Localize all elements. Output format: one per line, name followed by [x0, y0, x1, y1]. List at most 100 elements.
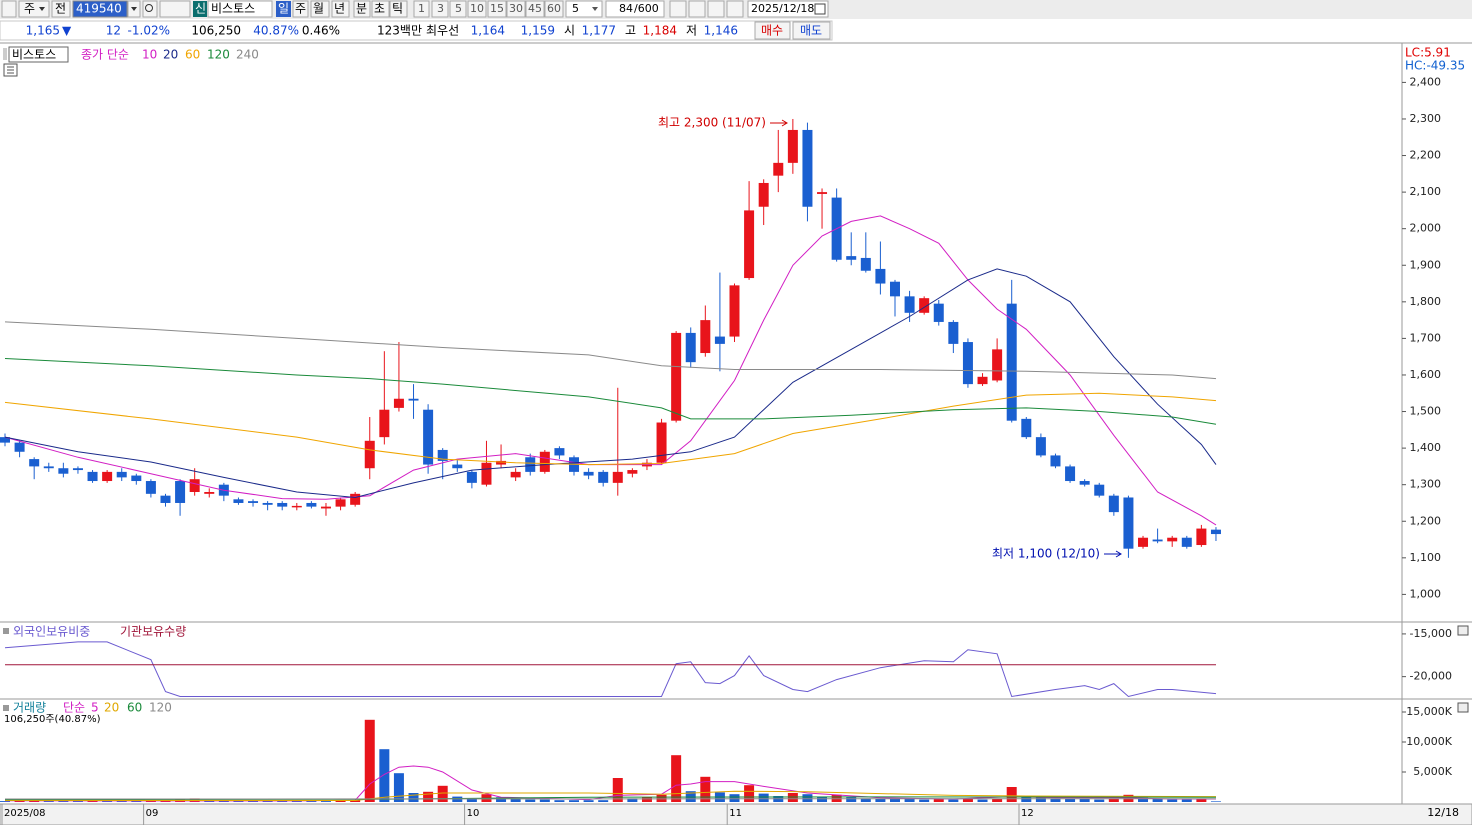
candle-body	[933, 303, 944, 322]
period-label[interactable]: 년	[334, 2, 345, 16]
panel-button[interactable]	[1457, 625, 1469, 636]
legend-label: 240	[236, 48, 259, 62]
stock-legend-box[interactable]	[8, 46, 69, 63]
volume-bar	[948, 799, 959, 802]
volume-bar	[1065, 799, 1076, 802]
period-tick[interactable]	[389, 0, 408, 18]
candle-body	[1006, 303, 1017, 421]
volume-bar	[598, 800, 609, 802]
candle-body	[452, 464, 463, 469]
volume-bar	[744, 785, 755, 802]
save-button[interactable]	[707, 0, 725, 18]
interval-button[interactable]	[487, 0, 507, 18]
market-select[interactable]	[18, 0, 50, 18]
volume-bar	[306, 801, 317, 802]
buy-button[interactable]	[754, 21, 791, 40]
period-year[interactable]	[331, 0, 350, 18]
volume-bar	[131, 801, 142, 802]
volume-bar	[1094, 799, 1105, 802]
interval-label[interactable]: 30	[509, 2, 523, 15]
volume-bar	[919, 799, 930, 802]
sound-button[interactable]	[159, 0, 191, 18]
volume-bar	[1006, 787, 1017, 802]
candle-body	[860, 257, 871, 271]
volume-bar	[1138, 797, 1149, 802]
candle-body	[525, 457, 536, 472]
interval-label[interactable]: 5	[455, 2, 462, 15]
candle-body	[175, 481, 186, 503]
period-label[interactable]: 주	[295, 2, 306, 16]
candle-body	[1138, 537, 1149, 547]
buy-label[interactable]: 매수	[761, 24, 783, 38]
interval-label[interactable]: 3	[437, 2, 444, 15]
period-label[interactable]: 일	[278, 2, 289, 16]
series-line	[4, 392, 1217, 466]
candle-body	[1152, 539, 1163, 542]
y-tick-label: 1,100	[1410, 551, 1442, 564]
stock-legend[interactable]: 비스토스	[12, 48, 56, 62]
period-label[interactable]: 초	[374, 2, 385, 16]
interval-button[interactable]	[506, 0, 526, 18]
code-input[interactable]	[72, 0, 128, 18]
interval-button[interactable]	[544, 0, 564, 18]
interval-label[interactable]: 10	[470, 2, 484, 15]
period-label[interactable]: 틱	[392, 2, 403, 16]
prev-label[interactable]: 전	[55, 2, 66, 16]
candle-body	[1210, 529, 1221, 535]
period-label[interactable]: 분	[356, 2, 367, 16]
volume-bar	[320, 801, 331, 802]
legend-label: 5	[91, 701, 99, 715]
tool-button[interactable]	[669, 0, 687, 18]
search-button[interactable]	[142, 0, 158, 18]
sell-label[interactable]: 매도	[800, 24, 822, 38]
period-day[interactable]	[276, 1, 291, 17]
interval-button[interactable]	[525, 0, 545, 18]
interval-input[interactable]	[565, 0, 603, 18]
menu-icon[interactable]	[1, 0, 17, 18]
period-week[interactable]	[292, 0, 309, 18]
interval-button[interactable]	[467, 0, 487, 18]
prev-button[interactable]	[51, 0, 71, 18]
interval-button[interactable]	[431, 0, 449, 18]
interval-label[interactable]: 15	[490, 2, 504, 15]
candle-body	[817, 192, 828, 194]
period-second[interactable]	[371, 0, 390, 18]
period-label[interactable]: 월	[313, 2, 324, 16]
annotation-arrow	[1104, 550, 1122, 558]
dropdown-arrow	[592, 7, 598, 11]
candle-body	[1065, 466, 1076, 482]
period-minute[interactable]	[353, 0, 371, 18]
tool-button[interactable]	[688, 0, 706, 18]
candle-body	[758, 182, 769, 207]
period-month[interactable]	[310, 0, 330, 18]
date-input[interactable]	[747, 0, 829, 18]
interval-value[interactable]: 5	[572, 2, 579, 15]
volume-bar	[335, 800, 346, 802]
best-quote-label: 최우선	[426, 24, 459, 38]
interval-label[interactable]: 1	[418, 2, 425, 15]
trade-amount: 123백만	[377, 24, 422, 38]
interval-button[interactable]	[449, 0, 467, 18]
volume-bar	[539, 799, 550, 802]
volume-bar	[102, 801, 113, 802]
panel-button[interactable]	[1457, 702, 1469, 713]
tool-button[interactable]	[726, 0, 744, 18]
date-value[interactable]: 2025/12/18	[751, 2, 814, 15]
candle-body	[496, 460, 507, 465]
interval-label[interactable]: 45	[528, 2, 542, 15]
volume-bar	[627, 798, 638, 802]
high-price: 1,184	[643, 24, 677, 38]
series-line	[4, 358, 1217, 425]
sell-button[interactable]	[792, 21, 831, 40]
interval-button[interactable]	[413, 0, 430, 18]
volume-bar	[787, 793, 798, 802]
y-tick-label: 1,500	[1410, 405, 1442, 418]
volume-bar	[1152, 799, 1163, 802]
stock-code[interactable]: 419540	[76, 2, 122, 16]
candle-body	[466, 471, 477, 483]
market-label[interactable]: 주	[24, 2, 35, 16]
series-line	[4, 215, 1217, 526]
volume-bar	[393, 773, 404, 802]
interval-label[interactable]: 60	[547, 2, 561, 15]
candle-body	[58, 468, 69, 474]
